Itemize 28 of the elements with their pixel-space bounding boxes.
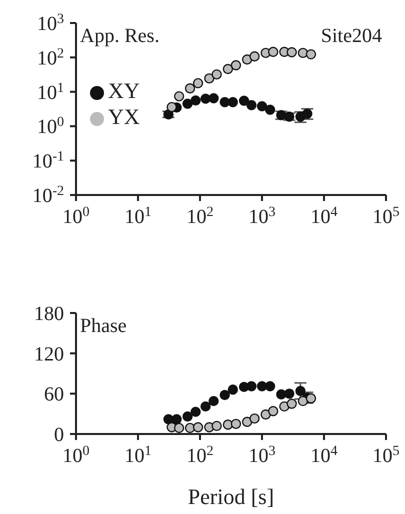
x-tick-label: 10$^{3}$ xyxy=(248,444,276,467)
x-tick-label: 10$^{0}$ xyxy=(62,204,90,228)
x-tick-label: 10$^{3}$ xyxy=(248,204,276,228)
x-axis-title: Period [s] xyxy=(188,484,274,509)
y-tick-label: 10$^{3}$ xyxy=(37,12,64,35)
x-tick-label: 10$^{0}$ xyxy=(62,444,90,467)
annotation: Site204 xyxy=(320,25,382,48)
x-tick-label: 10$^{5}$ xyxy=(372,204,400,228)
y-tick-label: 10$^{2}$ xyxy=(37,46,64,70)
y-tick-label: 10$^{1}$ xyxy=(37,80,64,104)
x-tick-label: 10$^{5}$ xyxy=(372,444,400,467)
y-tick-label: 0 xyxy=(54,424,64,446)
x-tick-label: 10$^{2}$ xyxy=(186,204,214,228)
x-tick-label: 10$^{4}$ xyxy=(310,444,338,467)
y-tick-label: 10$^{-2}$ xyxy=(32,184,64,207)
y-tick-label: 10$^{-1}$ xyxy=(32,149,64,173)
y-tick-label: 10$^{0}$ xyxy=(37,114,64,138)
legend-label: XY xyxy=(108,78,140,103)
annotation: App. Res. xyxy=(80,25,160,48)
y-tick-label: 120 xyxy=(34,343,64,366)
x-tick-label: 10$^{1}$ xyxy=(124,204,152,228)
x-tick-label: 10$^{2}$ xyxy=(186,444,214,467)
y-tick-label: 180 xyxy=(34,303,64,325)
legend-label: YX xyxy=(108,104,140,129)
y-tick-label: 60 xyxy=(44,384,64,406)
x-tick-label: 10$^{1}$ xyxy=(124,444,152,467)
x-tick-label: 10$^{4}$ xyxy=(310,204,338,228)
annotation: Phase xyxy=(80,315,127,338)
